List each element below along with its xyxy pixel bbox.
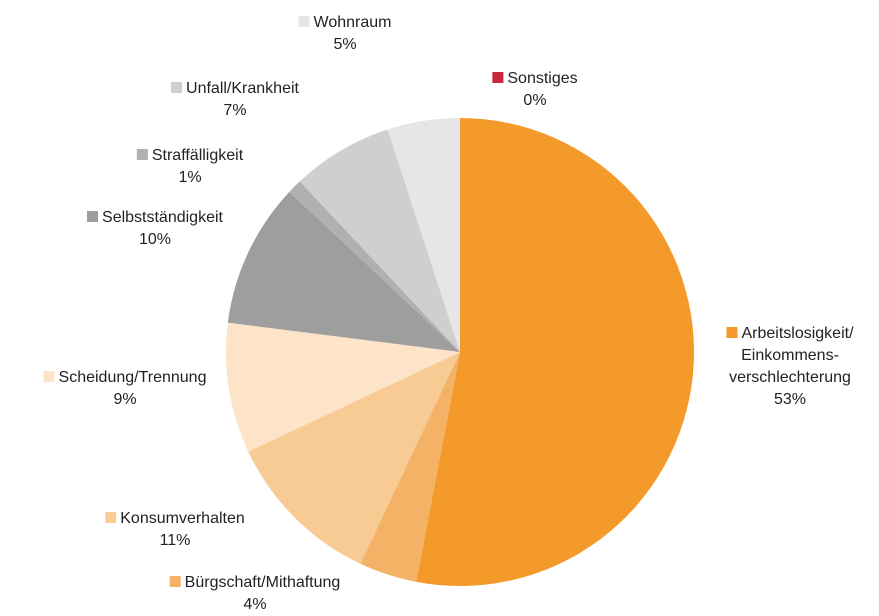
legend-swatch [298, 16, 310, 27]
label-name-line: Unfall/Krankheit [171, 78, 299, 100]
pie-slice [416, 118, 694, 586]
pie-slice [227, 191, 460, 352]
legend-swatch [492, 72, 504, 83]
pie-slice [248, 352, 460, 564]
value-label: 10% [138, 231, 172, 248]
label-name-line: Straffälligkeit [136, 145, 244, 167]
label-name-line: Sonstiges [492, 68, 578, 90]
pie-slice [387, 118, 460, 352]
slice-label: Straffälligkeit 1% [136, 145, 244, 189]
category-label: Unfall/Krankheit [186, 80, 299, 97]
value-label: 11% [159, 532, 191, 549]
slice-label: Sonstiges 0% [492, 68, 578, 112]
legend-swatch [43, 371, 55, 382]
label-name-line: Konsumverhalten [105, 508, 245, 530]
slice-label: Konsumverhalten 11% [105, 508, 245, 552]
value-label: 1% [178, 169, 202, 186]
legend-swatch [136, 149, 148, 160]
category-label: Arbeitslosigkeit/ Einkommens- verschlech… [729, 325, 854, 386]
label-name-line: Scheidung/Trennung [43, 367, 207, 389]
pie-slice [289, 181, 460, 352]
pie-slice [360, 352, 460, 582]
slice-label: Arbeitslosigkeit/ Einkommens- verschlech… [726, 323, 854, 411]
legend-swatch [87, 211, 99, 222]
category-label: Sonstiges [507, 70, 578, 87]
category-label: Wohnraum [313, 14, 392, 31]
legend-swatch [169, 576, 181, 587]
legend-swatch [171, 82, 183, 93]
value-label: 9% [113, 391, 137, 408]
label-name-line: Wohnraum [298, 12, 392, 34]
value-label: 5% [333, 36, 357, 53]
category-label: Straffälligkeit [151, 147, 244, 164]
slice-label: Bürgschaft/Mithaftung 4% [169, 572, 341, 616]
slice-label: Selbstständigkeit 10% [87, 207, 223, 251]
legend-swatch [105, 512, 117, 523]
slice-label: Wohnraum 5% [298, 12, 392, 56]
category-label: Konsumverhalten [120, 510, 245, 527]
value-label: 7% [223, 102, 247, 119]
value-label: 53% [773, 391, 807, 408]
label-name-line: Arbeitslosigkeit/ Einkommens- verschlech… [726, 323, 854, 389]
label-name-line: Selbstständigkeit [87, 207, 223, 229]
value-label: 4% [243, 596, 267, 613]
pie-slice [226, 322, 460, 452]
category-label: Scheidung/Trennung [58, 369, 207, 386]
legend-swatch [726, 327, 738, 338]
slice-label: Unfall/Krankheit 7% [171, 78, 299, 122]
category-label: Selbstständigkeit [102, 209, 223, 226]
slice-label: Scheidung/Trennung 9% [43, 367, 207, 411]
value-label: 0% [523, 92, 547, 109]
pie-slice [299, 129, 460, 352]
label-name-line: Bürgschaft/Mithaftung [169, 572, 341, 594]
category-label: Bürgschaft/Mithaftung [184, 574, 341, 591]
